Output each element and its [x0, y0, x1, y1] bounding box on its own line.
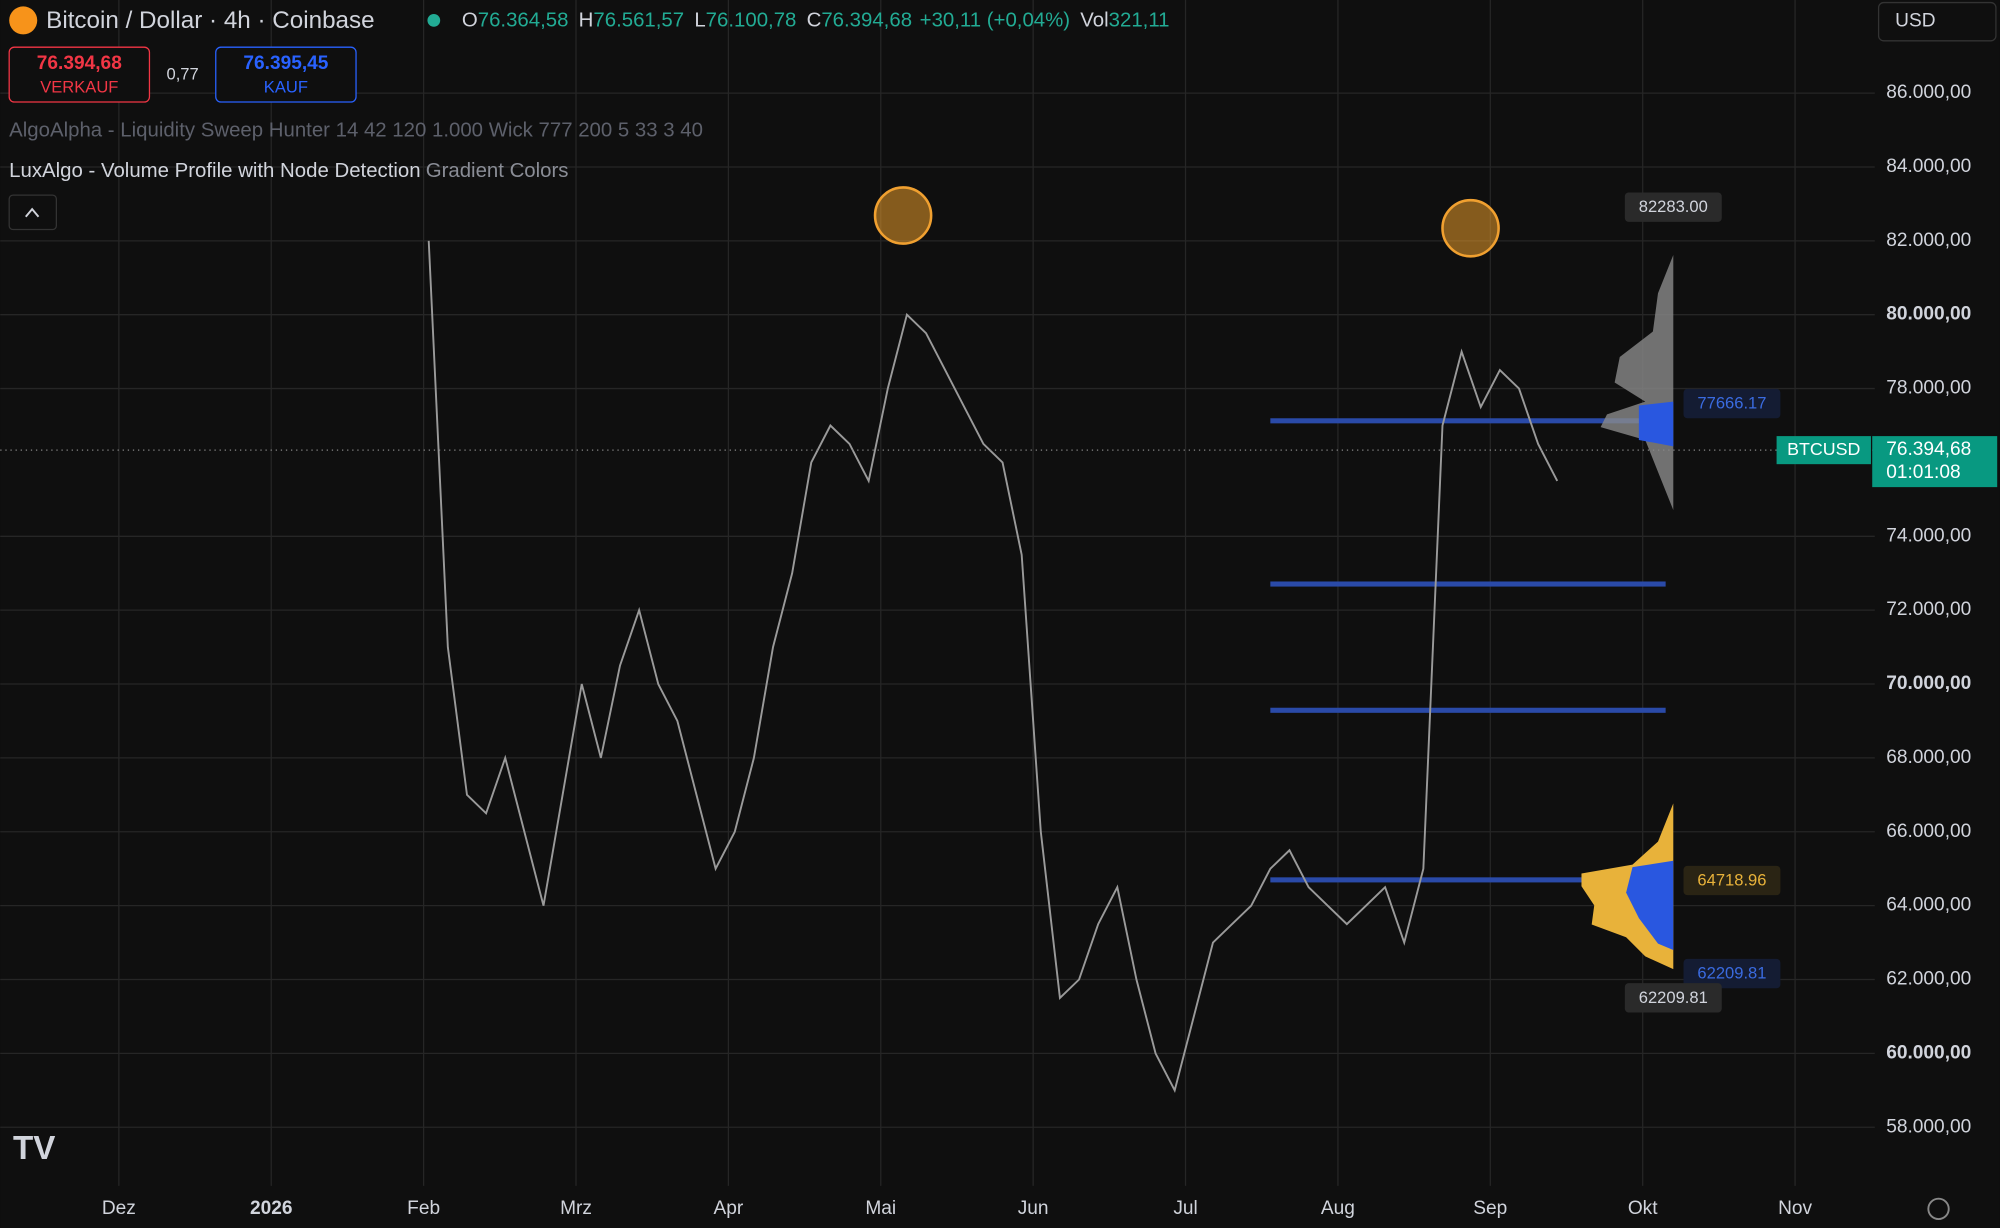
buy-label[interactable]: KAUF [264, 77, 308, 96]
x-tick-label: Apr [714, 1198, 744, 1219]
profile-low: 62209.81 [1639, 988, 1708, 1007]
x-tick-label: Feb [407, 1198, 440, 1219]
change: +30,11 (+0,04%) [920, 10, 1070, 32]
collapse-icon [25, 207, 40, 218]
indicator-setting[interactable]: Gradient Colors [426, 161, 569, 183]
x-tick-label: Mai [865, 1198, 896, 1219]
price-tag [1872, 436, 1998, 488]
market-status [427, 14, 441, 27]
x-tick-label: Sep [1473, 1198, 1507, 1219]
collapse-button[interactable] [8, 194, 58, 231]
y-tick-label: 58.000,00 [1886, 1116, 1971, 1137]
x-tick-label: Aug [1321, 1198, 1355, 1219]
vol-key: Vol [1080, 10, 1108, 32]
last-price: 76.394,68 [1886, 439, 1971, 460]
label-box [1624, 192, 1722, 222]
logo: TV [13, 1130, 55, 1167]
x-tick-label: Okt [1628, 1198, 1658, 1219]
y-tick-label: 70.000,00 [1886, 673, 1971, 694]
profile-high: 82283.00 [1639, 197, 1708, 216]
currency[interactable]: USD [1895, 11, 1935, 32]
volume-profile [1270, 255, 1674, 970]
node-line [1270, 418, 1666, 424]
x-tick-label: Mrz [560, 1198, 592, 1219]
settings-icon[interactable] [1927, 1197, 1950, 1221]
currency-button[interactable] [1877, 1, 1997, 42]
profile-poc-upper: 77666.17 [1697, 394, 1766, 413]
label-box [1683, 958, 1781, 989]
x-tick-label: Dez [102, 1198, 136, 1219]
indicator-name[interactable]: AlgoAlpha - Liquidity Sweep Hunter 14 42… [9, 120, 703, 142]
sell-button[interactable] [8, 46, 151, 103]
ohlc-value: 76.394,68 [821, 10, 912, 32]
label-box [1624, 983, 1722, 1013]
x-tick-label: Jul [1173, 1198, 1197, 1219]
ohlc-line: O76.364,58 H76.561,57 L76.100,78 C76.394,68… [462, 10, 1170, 32]
y-tick-label: 84.000,00 [1886, 156, 1971, 177]
y-tick-label: 60.000,00 [1886, 1042, 1971, 1063]
symbol-title[interactable]: Bitcoin / Dollar · 4h · Coinbase [46, 7, 374, 34]
sell-label[interactable]: VERKAUF [40, 77, 118, 96]
x-tick-label: 2026 [250, 1198, 293, 1219]
profile-upper [1600, 255, 1674, 511]
grid: 86.000,00 84.000,00 82.000,00 80.000,00 78.0… [0, 0, 1971, 1219]
y-tick-label: 86.000,00 [1886, 82, 1971, 103]
node-line [1270, 877, 1666, 883]
indicator-name[interactable]: LuxAlgo - Volume Profile with Node Detec… [9, 161, 568, 183]
y-tick-label: 78.000,00 [1886, 378, 1971, 399]
profile-blue [1626, 860, 1674, 951]
buy-button[interactable] [215, 46, 357, 103]
symbol-icon [9, 6, 38, 35]
y-tick-label: 82.000,00 [1886, 230, 1971, 251]
price-series [427, 240, 1559, 1093]
x-tick-label: Nov [1778, 1198, 1812, 1219]
price-line [427, 240, 1559, 1093]
sell-price[interactable]: 76.394,68 [37, 53, 122, 74]
y-tick-label: 66.000,00 [1886, 821, 1971, 842]
y-tick-label: 80.000,00 [1886, 304, 1971, 325]
spread: 0,77 [166, 65, 198, 84]
ohlc-key: H [579, 10, 594, 32]
indicator-name[interactable]: LuxAlgo - Volume Profile with Node Detec… [9, 161, 420, 183]
profile-blue [1638, 401, 1674, 447]
sweep-marker [873, 186, 933, 245]
profile-poc: 64718.96 [1697, 871, 1766, 890]
ohlc-value: 76.100,78 [706, 10, 797, 32]
y-tick-label: 72.000,00 [1886, 599, 1971, 620]
y-tick-label: 62.000,00 [1886, 969, 1971, 990]
label-box [1683, 388, 1781, 419]
sweep-marker [1441, 198, 1500, 258]
ohlc-key: O [462, 10, 478, 32]
x-tick-label: Jun [1018, 1198, 1049, 1219]
ohlc-value: 76.364,58 [478, 10, 569, 32]
y-tick-label: 68.000,00 [1886, 747, 1971, 768]
ohlc-value: 76.561,57 [593, 10, 684, 32]
node-line [1270, 581, 1666, 587]
ohlc: O76.364,58 H76.561,57 L76.100,78 C76.394,68… [462, 10, 1170, 32]
countdown: 01:01:08 [1886, 462, 1960, 483]
y-tick-label: 74.000,00 [1886, 525, 1971, 546]
symbol-tag [1776, 436, 1871, 465]
buy-price[interactable]: 76.395,45 [243, 53, 328, 74]
node-line [1270, 707, 1666, 713]
symbol-tag-text: BTCUSD [1787, 439, 1860, 459]
profile-low-right: 62209.81 [1697, 964, 1766, 983]
y-tick-label: 64.000,00 [1886, 895, 1971, 916]
label-box [1683, 865, 1781, 896]
ohlc-key: L [694, 10, 705, 32]
ohlc-key: C [807, 10, 822, 32]
vol: 321,11 [1109, 10, 1170, 32]
